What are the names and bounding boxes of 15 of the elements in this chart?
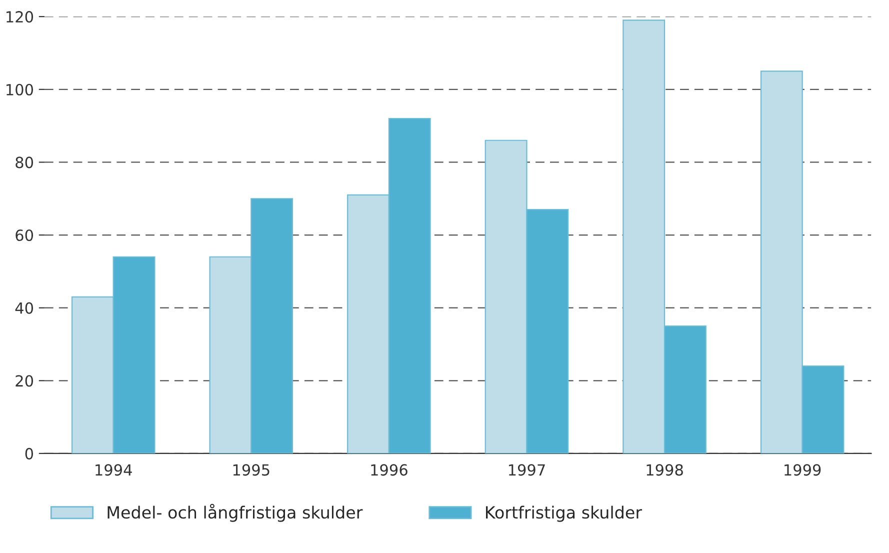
x-tick-label: 1996 [371, 464, 408, 476]
legend-label: Kortfristiga skulder [486, 506, 642, 522]
y-tick-label: 40 [15, 302, 34, 314]
y-tick-label: 20 [16, 375, 34, 387]
y-tick-label: 60 [16, 229, 34, 242]
y-tick-label: 100 [6, 84, 34, 96]
y-tick-label: 120 [6, 11, 34, 23]
x-tick-label: 1998 [646, 464, 683, 476]
legend-label: Medel- och långfristiga skulder [108, 504, 363, 522]
x-tick-label: 1997 [508, 464, 545, 476]
x-tick-label: 1999 [784, 464, 821, 476]
y-tick-label: 80 [16, 156, 34, 168]
x-tick-label: 1995 [233, 464, 270, 476]
y-tick-label: 0 [25, 448, 34, 460]
x-tick-label: 1994 [96, 464, 132, 476]
